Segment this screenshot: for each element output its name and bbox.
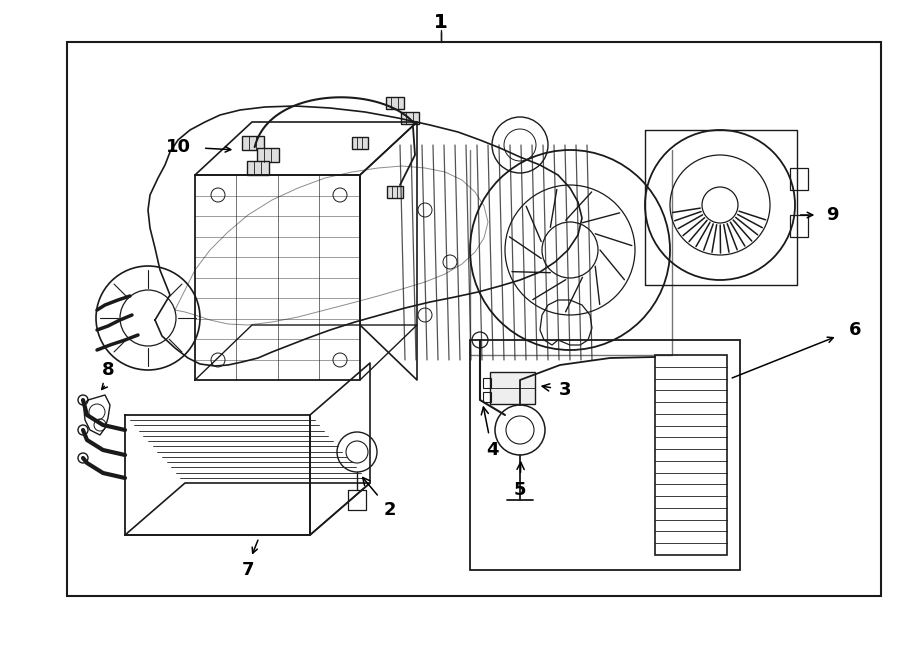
Text: 7: 7 (242, 561, 254, 579)
Bar (67, 42, 881, 596)
Bar (242, 136, 264, 150)
Text: 4: 4 (482, 407, 499, 459)
Text: 9: 9 (826, 206, 838, 224)
Bar (483, 378, 491, 388)
Text: 10: 10 (166, 138, 191, 156)
Bar (257, 148, 279, 162)
Bar (470, 340, 740, 570)
Bar (387, 186, 403, 198)
Text: 1: 1 (434, 13, 448, 32)
Text: 3: 3 (542, 381, 572, 399)
Text: 8: 8 (102, 361, 114, 379)
Bar (490, 372, 535, 404)
Text: 1: 1 (434, 13, 448, 32)
Bar (247, 161, 269, 175)
Bar (790, 168, 808, 190)
Bar (483, 392, 491, 402)
Bar (790, 215, 808, 237)
Bar (352, 137, 368, 149)
Text: 5: 5 (514, 462, 526, 499)
Bar (386, 97, 404, 109)
Text: 6: 6 (849, 321, 861, 339)
Bar (655, 355, 727, 555)
Bar (401, 112, 419, 124)
Text: 2: 2 (363, 477, 396, 519)
